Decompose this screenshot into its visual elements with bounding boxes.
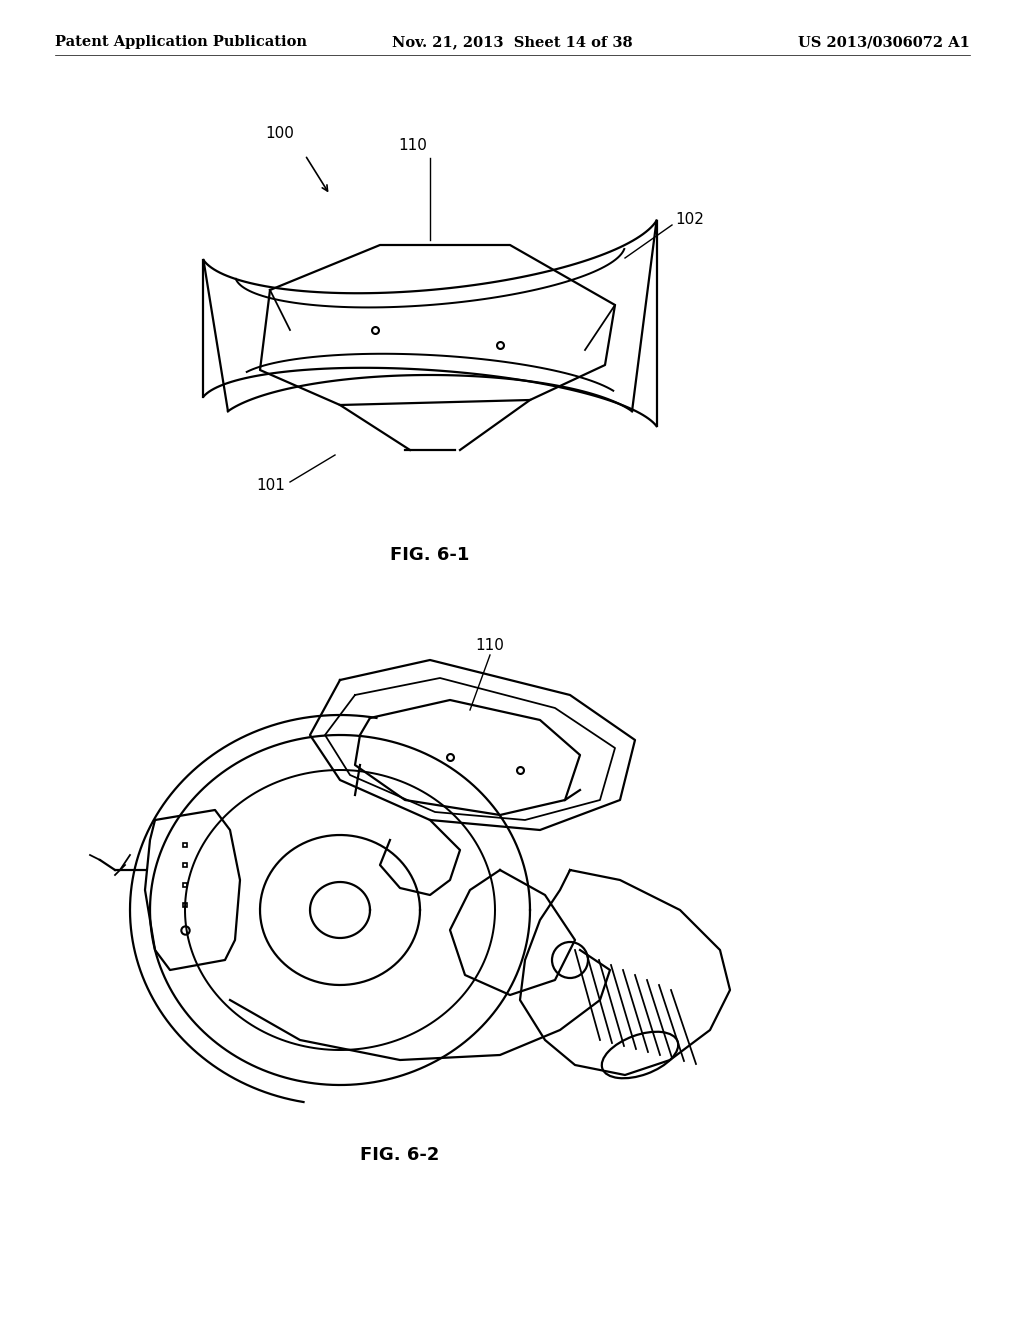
- Text: 110: 110: [398, 137, 427, 153]
- Text: US 2013/0306072 A1: US 2013/0306072 A1: [798, 36, 970, 49]
- Text: 102: 102: [675, 213, 703, 227]
- Text: Patent Application Publication: Patent Application Publication: [55, 36, 307, 49]
- Text: FIG. 6-1: FIG. 6-1: [390, 546, 470, 564]
- Text: 101: 101: [256, 478, 285, 492]
- Text: 100: 100: [265, 125, 294, 140]
- Text: FIG. 6-2: FIG. 6-2: [360, 1146, 439, 1164]
- Text: Nov. 21, 2013  Sheet 14 of 38: Nov. 21, 2013 Sheet 14 of 38: [392, 36, 632, 49]
- Text: 110: 110: [475, 638, 505, 652]
